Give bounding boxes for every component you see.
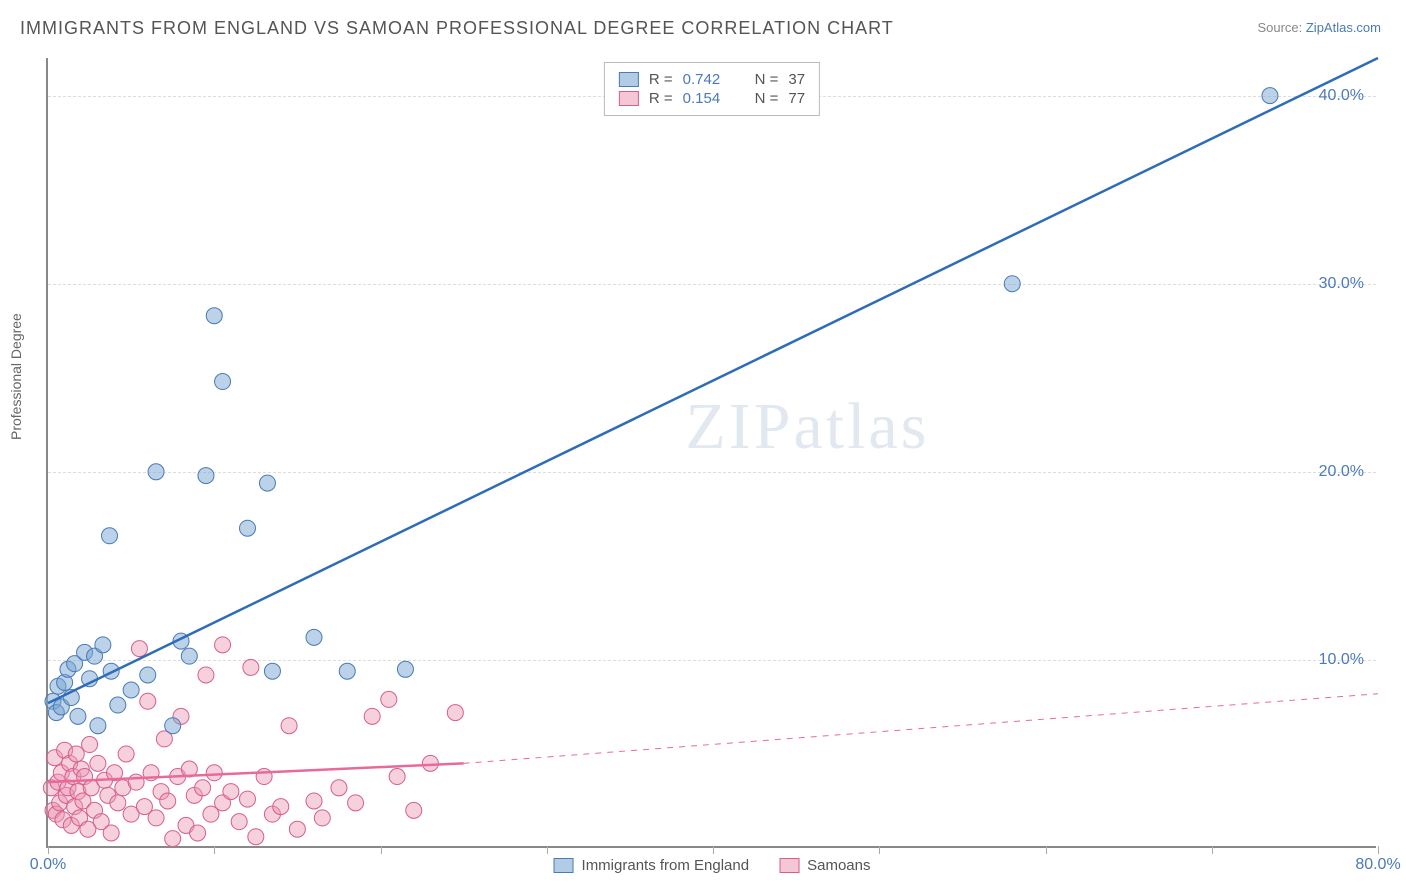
data-point — [1262, 88, 1278, 104]
data-point — [110, 697, 126, 713]
x-tick — [48, 846, 49, 854]
data-point — [243, 659, 259, 675]
data-point — [148, 810, 164, 826]
x-tick — [214, 846, 215, 854]
data-point — [240, 791, 256, 807]
data-point — [140, 693, 156, 709]
data-point — [148, 464, 164, 480]
data-point — [131, 641, 147, 657]
chart-title: IMMIGRANTS FROM ENGLAND VS SAMOAN PROFES… — [20, 18, 894, 39]
data-point — [306, 793, 322, 809]
legend-swatch-blue-icon — [554, 858, 574, 873]
data-point — [281, 718, 297, 734]
x-tick — [879, 846, 880, 854]
data-point — [240, 520, 256, 536]
data-point — [190, 825, 206, 841]
data-point — [198, 667, 214, 683]
data-point — [160, 793, 176, 809]
x-tick — [1212, 846, 1213, 854]
data-point — [289, 821, 305, 837]
data-point — [314, 810, 330, 826]
y-axis-label: Professional Degree — [8, 313, 24, 440]
data-point — [165, 718, 181, 734]
source-attribution: Source: ZipAtlas.com — [1257, 20, 1381, 35]
data-point — [70, 708, 86, 724]
scatter-svg — [48, 58, 1376, 846]
data-point — [259, 475, 275, 491]
data-point — [181, 648, 197, 664]
data-point — [90, 755, 106, 771]
data-point — [306, 629, 322, 645]
data-point — [348, 795, 364, 811]
trend-line — [48, 58, 1378, 703]
data-point — [248, 829, 264, 845]
chart-container: IMMIGRANTS FROM ENGLAND VS SAMOAN PROFES… — [0, 0, 1406, 892]
data-point — [264, 663, 280, 679]
data-point — [140, 667, 156, 683]
x-tick — [713, 846, 714, 854]
data-point — [422, 755, 438, 771]
data-point — [1004, 276, 1020, 292]
x-tick-label: 80.0% — [1355, 856, 1400, 874]
data-point — [95, 637, 111, 653]
x-tick — [1046, 846, 1047, 854]
data-point — [123, 682, 139, 698]
legend: Immigrants from England Samoans — [554, 857, 871, 874]
data-point — [339, 663, 355, 679]
trend-line — [464, 694, 1378, 764]
data-point — [215, 637, 231, 653]
data-point — [206, 308, 222, 324]
data-point — [223, 784, 239, 800]
data-point — [206, 765, 222, 781]
legend-item-pink: Samoans — [779, 857, 870, 874]
data-point — [364, 708, 380, 724]
data-point — [397, 661, 413, 677]
data-point — [165, 831, 181, 847]
data-point — [90, 718, 106, 734]
data-point — [118, 746, 134, 762]
data-point — [215, 374, 231, 390]
plot-area: 10.0%20.0%30.0%40.0%0.0%80.0% ZIPatlas R… — [46, 58, 1376, 848]
data-point — [128, 774, 144, 790]
x-tick — [381, 846, 382, 854]
legend-item-blue: Immigrants from England — [554, 857, 750, 874]
source-link[interactable]: ZipAtlas.com — [1306, 20, 1381, 35]
data-point — [195, 780, 211, 796]
data-point — [68, 746, 84, 762]
data-point — [231, 814, 247, 830]
data-point — [389, 769, 405, 785]
legend-swatch-pink-icon — [779, 858, 799, 873]
data-point — [381, 691, 397, 707]
data-point — [102, 528, 118, 544]
data-point — [331, 780, 347, 796]
x-tick — [547, 846, 548, 854]
data-point — [406, 802, 422, 818]
data-point — [82, 737, 98, 753]
data-point — [103, 825, 119, 841]
data-point — [447, 705, 463, 721]
data-point — [273, 799, 289, 815]
data-point — [110, 795, 126, 811]
x-tick — [1378, 846, 1379, 854]
x-tick-label: 0.0% — [30, 856, 66, 874]
data-point — [198, 468, 214, 484]
